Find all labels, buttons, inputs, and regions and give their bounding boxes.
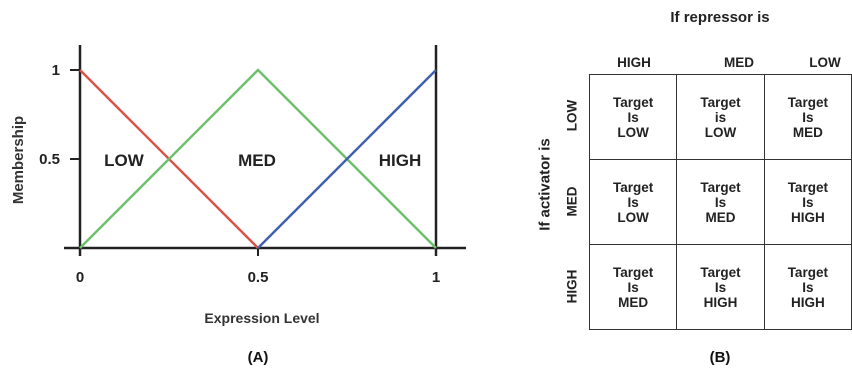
rule-cell: Target Is HIGH — [763, 244, 852, 330]
row-header-low: LOW — [564, 99, 580, 132]
panel-b-caption: (B) — [709, 349, 731, 366]
repressor-title: If repressor is — [670, 9, 770, 26]
rule-cell: Target Is MED — [676, 159, 765, 245]
rule-cell: Target Is HIGH — [763, 159, 852, 245]
column-header-low: LOW — [809, 55, 841, 70]
row-header-high: HIGH — [564, 269, 580, 304]
axes — [64, 45, 466, 256]
series-line-med — [79, 68, 437, 249]
x-axis-label: Expression Level — [204, 310, 319, 326]
rule-cell: Target Is LOW — [588, 74, 678, 160]
rule-table: Target Is LOW Target is LOW Target Is MED Targ… — [588, 74, 852, 330]
rule-cell: Target Is LOW — [588, 159, 678, 245]
column-header-med: MED — [724, 55, 754, 70]
rule-cell: Target is LOW — [676, 74, 765, 160]
series-layer — [79, 68, 437, 249]
region-label-low: LOW — [104, 151, 145, 170]
panel-a-caption: (A) — [248, 349, 269, 366]
x-tick-label-0: 0 — [76, 269, 84, 286]
rule-row-high: Target Is MED Target Is HIGH Target Is HIGH — [588, 244, 852, 330]
y-axis-label: Membership — [10, 116, 27, 204]
rule-cell: Target Is HIGH — [676, 244, 765, 330]
activator-title: If activator is — [536, 138, 554, 231]
rule-cell: Target Is MED — [763, 74, 852, 160]
region-label-med: MED — [238, 151, 276, 170]
row-header-med: MED — [564, 186, 580, 217]
rule-row-low: Target Is LOW Target is LOW Target Is MED — [588, 74, 852, 160]
y-tick-label-0.5: 0.5 — [39, 151, 60, 168]
x-tick-label-0.5: 0.5 — [248, 269, 269, 286]
region-label-high: HIGH — [379, 151, 422, 170]
x-tick-label-1: 1 — [432, 269, 440, 286]
rule-cell: Target Is MED — [588, 244, 678, 330]
rule-row-med: Target Is LOW Target Is MED Target Is HIGH — [588, 159, 852, 245]
series-line-high — [257, 69, 437, 249]
membership-chart: 1 0.5 0 0.5 1 LOW MED HIGH Expression Le… — [10, 45, 466, 366]
y-tick-label-1: 1 — [52, 62, 60, 79]
column-header-high: HIGH — [617, 55, 651, 70]
